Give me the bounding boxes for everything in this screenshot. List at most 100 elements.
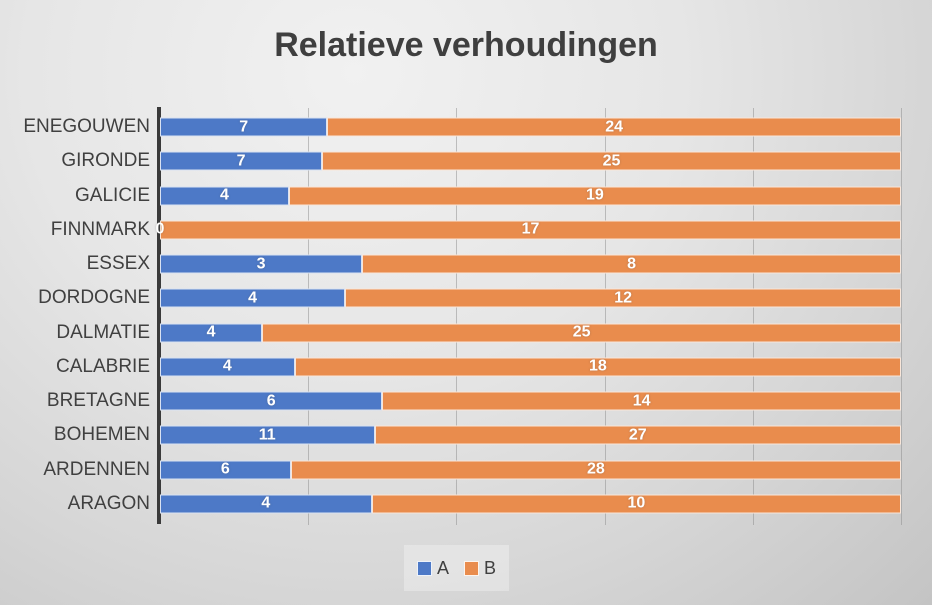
stacked-bar: 11 27 — [160, 425, 901, 445]
bar-row-ardennen: 6 28 — [160, 453, 901, 487]
bar-segment-a — [160, 357, 295, 377]
legend-item-b: B — [464, 558, 496, 579]
bar-segment-b — [371, 494, 901, 514]
bar-row-finnmark: 0 17 — [156, 213, 901, 247]
bar-segment-b — [288, 186, 901, 206]
gridline-100pct — [901, 108, 902, 525]
data-label-b: 8 — [627, 255, 636, 273]
bar-segment-b — [362, 254, 901, 274]
bar-segment-b — [345, 288, 901, 308]
data-label-b: 24 — [605, 118, 624, 136]
stacked-bar: 4 10 — [160, 494, 901, 514]
bar-segment-a — [160, 151, 323, 171]
plot-area: 7 24 7 25 4 19 0 17 3 8 4 12 4 25 4 18 6 14 11 27 6 28 4 10 — [156, 108, 902, 525]
bar-segment-a — [160, 254, 363, 274]
data-label-a: 6 — [220, 460, 230, 478]
legend-label-a: A — [437, 557, 450, 578]
data-label-b: 25 — [572, 323, 591, 341]
bar-row-aragon: 4 10 — [160, 487, 901, 521]
data-label-b: 25 — [602, 152, 621, 170]
data-label-b: 19 — [586, 186, 604, 204]
bar-segment-b — [374, 425, 901, 445]
category-axis-line — [157, 107, 161, 524]
bar-segment-a — [160, 186, 289, 206]
bar-segment-b — [327, 117, 901, 137]
bar-row-galicie: 4 19 — [160, 179, 901, 213]
legend-label-b: B — [484, 557, 497, 578]
category-axis: ENEGOUWEN GIRONDE GALICIE FINNMARK ESSEX DORD… — [0, 110, 150, 521]
bar-segment-a — [160, 288, 346, 308]
data-label-a: 4 — [248, 289, 258, 307]
bar-row-dordogne: 4 12 — [160, 281, 901, 315]
bar-segment-b — [322, 151, 901, 171]
stacked-bar: 7 24 — [160, 117, 901, 137]
data-label-b: 10 — [627, 494, 646, 512]
bar-segment-a — [160, 391, 383, 411]
category-label: CALABRIE — [56, 355, 150, 377]
stacked-bar: 6 14 — [160, 391, 901, 411]
bar-row-bretagne: 6 14 — [160, 384, 901, 418]
data-label-b: 27 — [628, 426, 647, 444]
bar-row-enegouwen: 7 24 — [160, 110, 901, 144]
category-label: FINNMARK — [50, 218, 150, 240]
stacked-bar: 4 18 — [160, 357, 901, 377]
chart-title: Relatieve verhoudingen — [274, 26, 658, 64]
stacked-bar: 6 28 — [160, 460, 901, 480]
data-label-a: 4 — [206, 323, 216, 341]
stacked-bar: 7 25 — [160, 151, 901, 171]
stacked-bar: 4 19 — [160, 186, 901, 206]
gridline-20pct — [308, 108, 310, 525]
data-label-a: 7 — [236, 152, 246, 170]
stacked-bar: 4 12 — [160, 288, 901, 308]
category-label: BOHEMEN — [53, 424, 150, 446]
data-label-b: 18 — [588, 357, 607, 375]
bar-segment-a — [160, 460, 291, 480]
category-label: ESSEX — [86, 253, 150, 275]
category-label: ENEGOUWEN — [23, 116, 150, 138]
stacked-bar: 0 17 — [156, 220, 901, 240]
bar-segment-b — [382, 391, 901, 411]
data-label-a: 4 — [219, 186, 229, 204]
bar-segment-a — [160, 117, 328, 137]
data-label-a: 11 — [258, 426, 276, 444]
bar-row-calabrie: 4 18 — [160, 350, 901, 384]
data-label-b: 28 — [586, 460, 605, 478]
bar-row-dalmatie: 4 25 — [160, 316, 901, 350]
gridline-40pct — [456, 108, 458, 525]
data-label-b: 17 — [521, 220, 540, 238]
category-label: ARDENNEN — [43, 458, 150, 480]
legend-swatch-a — [417, 560, 432, 576]
bar-segment-a — [160, 323, 263, 343]
bar-segment-a — [160, 494, 372, 514]
data-label-a: 4 — [261, 494, 271, 512]
data-label-b: 12 — [614, 289, 633, 307]
bar-segment-b — [294, 357, 901, 377]
bar-rows: 7 24 7 25 4 19 0 17 3 8 4 12 4 25 4 18 6 14 11 27 6 28 4 10 — [156, 110, 901, 521]
data-label-a: 0 — [155, 220, 165, 238]
bar-row-bohemen: 11 27 — [160, 418, 901, 452]
data-label-a: 4 — [222, 357, 232, 375]
category-label: DALMATIE — [56, 321, 150, 343]
category-label: GALICIE — [75, 184, 150, 206]
bar-row-gironde: 7 25 — [160, 144, 901, 178]
bar-segment-b — [262, 323, 901, 343]
bar-segment-a — [160, 425, 375, 445]
bar-segment-b — [290, 460, 901, 480]
bar-segment-b — [160, 220, 901, 240]
legend-swatch-b — [464, 560, 480, 576]
gridline-80pct — [752, 108, 754, 525]
category-label: BRETAGNE — [46, 390, 150, 412]
category-label: GIRONDE — [61, 150, 150, 172]
data-label-a: 6 — [266, 392, 276, 410]
category-label: DORDOGNE — [38, 287, 150, 309]
data-label-a: 3 — [256, 255, 266, 273]
category-label: ARAGON — [67, 492, 150, 514]
stacked-bar: 4 25 — [160, 323, 901, 343]
data-label-b: 14 — [632, 392, 651, 410]
data-label-a: 7 — [239, 118, 249, 136]
legend-item-a: A — [417, 558, 449, 579]
